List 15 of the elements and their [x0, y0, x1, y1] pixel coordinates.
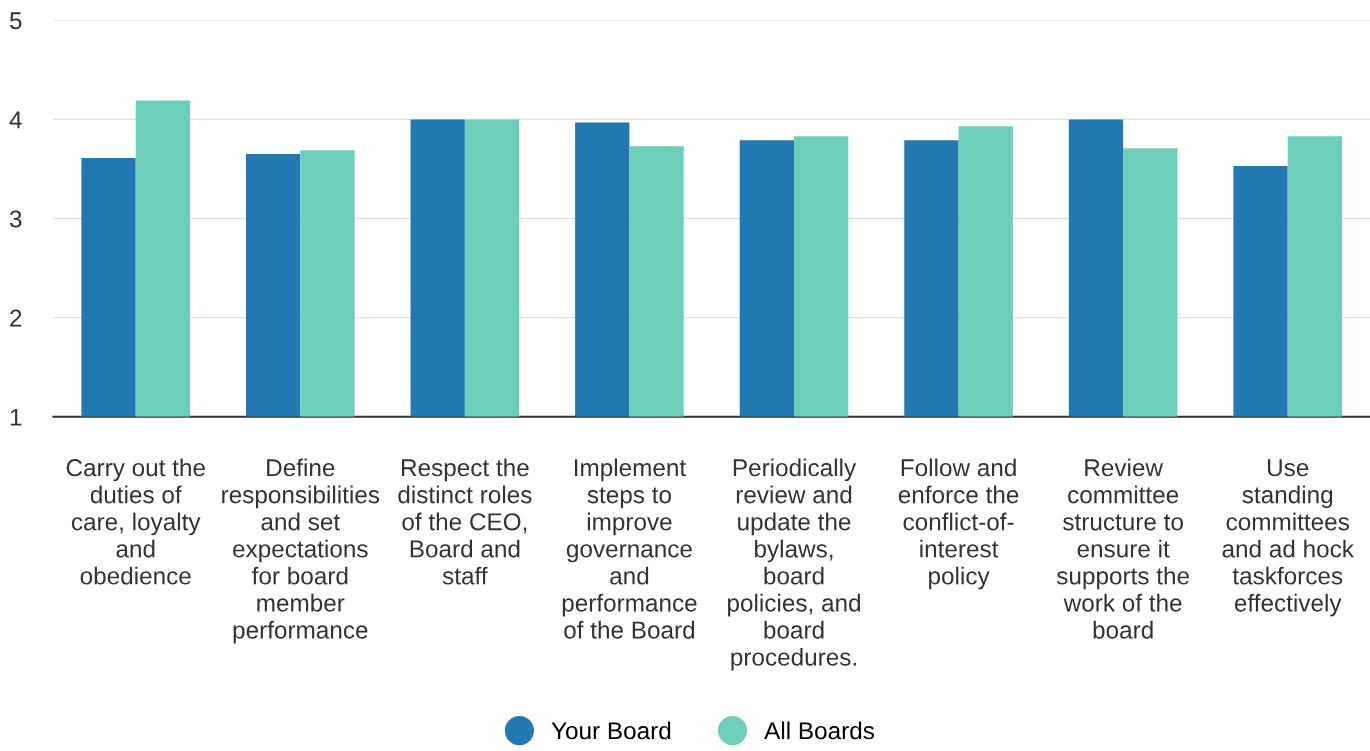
x-tick-label: Implement steps to improve governance and performance of the Board	[562, 458, 697, 639]
y-tick-label: 5	[9, 12, 22, 30]
legend-label: All Boards	[764, 721, 875, 740]
x-tick-label: Review committee structure to ensure it supports the work of the board	[1056, 458, 1189, 639]
y-tick-label: 1	[10, 408, 22, 426]
x-tick-label: Define responsibilities and set expectations for board member performance	[222, 458, 380, 644]
legend-label: Your Board	[551, 721, 671, 740]
y-tick-label: 2	[10, 309, 22, 327]
x-tick-label: Follow and enforce the conflict-of- interest policy	[898, 458, 1019, 590]
x-tick-label: Carry out the duties of care, loyalty and obedience	[66, 458, 205, 585]
y-tick-label: 4	[9, 111, 22, 129]
x-tick-label: Respect the distinct roles of the CEO, Board and staff	[398, 458, 532, 585]
y-tick-label: 3	[9, 210, 22, 228]
x-tick-label: Use standing committees and ad hock taskforces effectively	[1222, 459, 1354, 617]
x-tick-label: Periodically review and update the bylaws, board policies, and board procedures.	[728, 458, 860, 671]
